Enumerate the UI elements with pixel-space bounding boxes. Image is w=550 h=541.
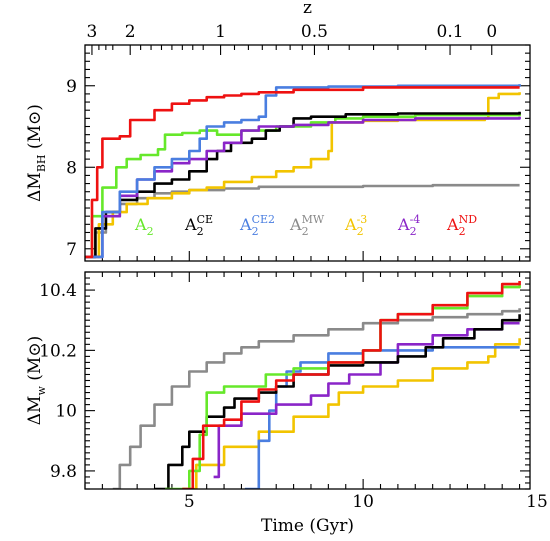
bottom-series-black bbox=[154, 314, 521, 489]
legend-item-yellow: A2-3 bbox=[344, 213, 367, 238]
legend-item-purple: A2-4 bbox=[397, 213, 420, 238]
legend: A2 A2CE A2CE2 A2MW A2-3 A2-4 A2ND bbox=[134, 213, 477, 238]
bottom-y-tick-label: 9.8 bbox=[50, 462, 77, 482]
legend-item-red: A2ND bbox=[446, 213, 477, 238]
legend-item-gray: A2MW bbox=[289, 213, 325, 238]
top-z-tick-label: 0.1 bbox=[437, 22, 464, 42]
legend-item-blue: A2CE2 bbox=[239, 213, 275, 238]
bottom-x-tick-label: 5 bbox=[184, 492, 195, 512]
top-series-purple bbox=[85, 116, 521, 259]
top-z-tick-label: 2 bbox=[125, 22, 136, 42]
top-y-tick-label: 8 bbox=[66, 158, 77, 178]
bottom-x-tick-label: 15 bbox=[526, 492, 548, 512]
top-z-tick-label: 0.5 bbox=[301, 22, 328, 42]
top-y-tick-label: 9 bbox=[66, 77, 77, 97]
top-series-green bbox=[85, 113, 521, 259]
top-z-axis-title: z bbox=[303, 0, 312, 18]
top-z-tick-label: 0 bbox=[486, 22, 497, 42]
top-z-tick-label: 3 bbox=[87, 22, 98, 42]
top-plot-frame bbox=[84, 44, 531, 262]
bottom-y-axis-title: ΔMw (M⊙) bbox=[25, 336, 48, 425]
bottom-series-red bbox=[182, 281, 521, 489]
top-z-tick-label: 1 bbox=[215, 22, 226, 42]
top-series-blue bbox=[85, 84, 521, 259]
legend-item-black: A2CE bbox=[184, 213, 213, 238]
bottom-panel: 9.8 10 10.2 10.4 ΔMw (M⊙) 5 10 15 Time (Gyr) bbox=[25, 271, 548, 536]
top-series-red bbox=[85, 86, 520, 259]
bottom-y-tick-label: 10.4 bbox=[39, 281, 77, 301]
top-panel: 7 8 9 ΔMBH (M⊙) 3 2 1 0.5 0.1 0 z bbox=[25, 0, 531, 262]
bottom-plot-frame bbox=[84, 271, 531, 490]
legend-item-green: A2 bbox=[134, 215, 154, 238]
top-y-tick-label: 7 bbox=[66, 240, 77, 260]
bottom-y-tick-label: 10.2 bbox=[39, 341, 77, 361]
bottom-series-blue bbox=[244, 346, 520, 489]
top-y-axis-title: ΔMBH (M⊙) bbox=[25, 104, 48, 202]
bottom-series-gray bbox=[112, 308, 521, 489]
bottom-x-axis-title: Time (Gyr) bbox=[261, 516, 354, 536]
bottom-series-yellow bbox=[182, 338, 521, 489]
bottom-y-tick-label: 10 bbox=[55, 402, 77, 422]
bottom-x-tick-label: 10 bbox=[352, 492, 374, 512]
